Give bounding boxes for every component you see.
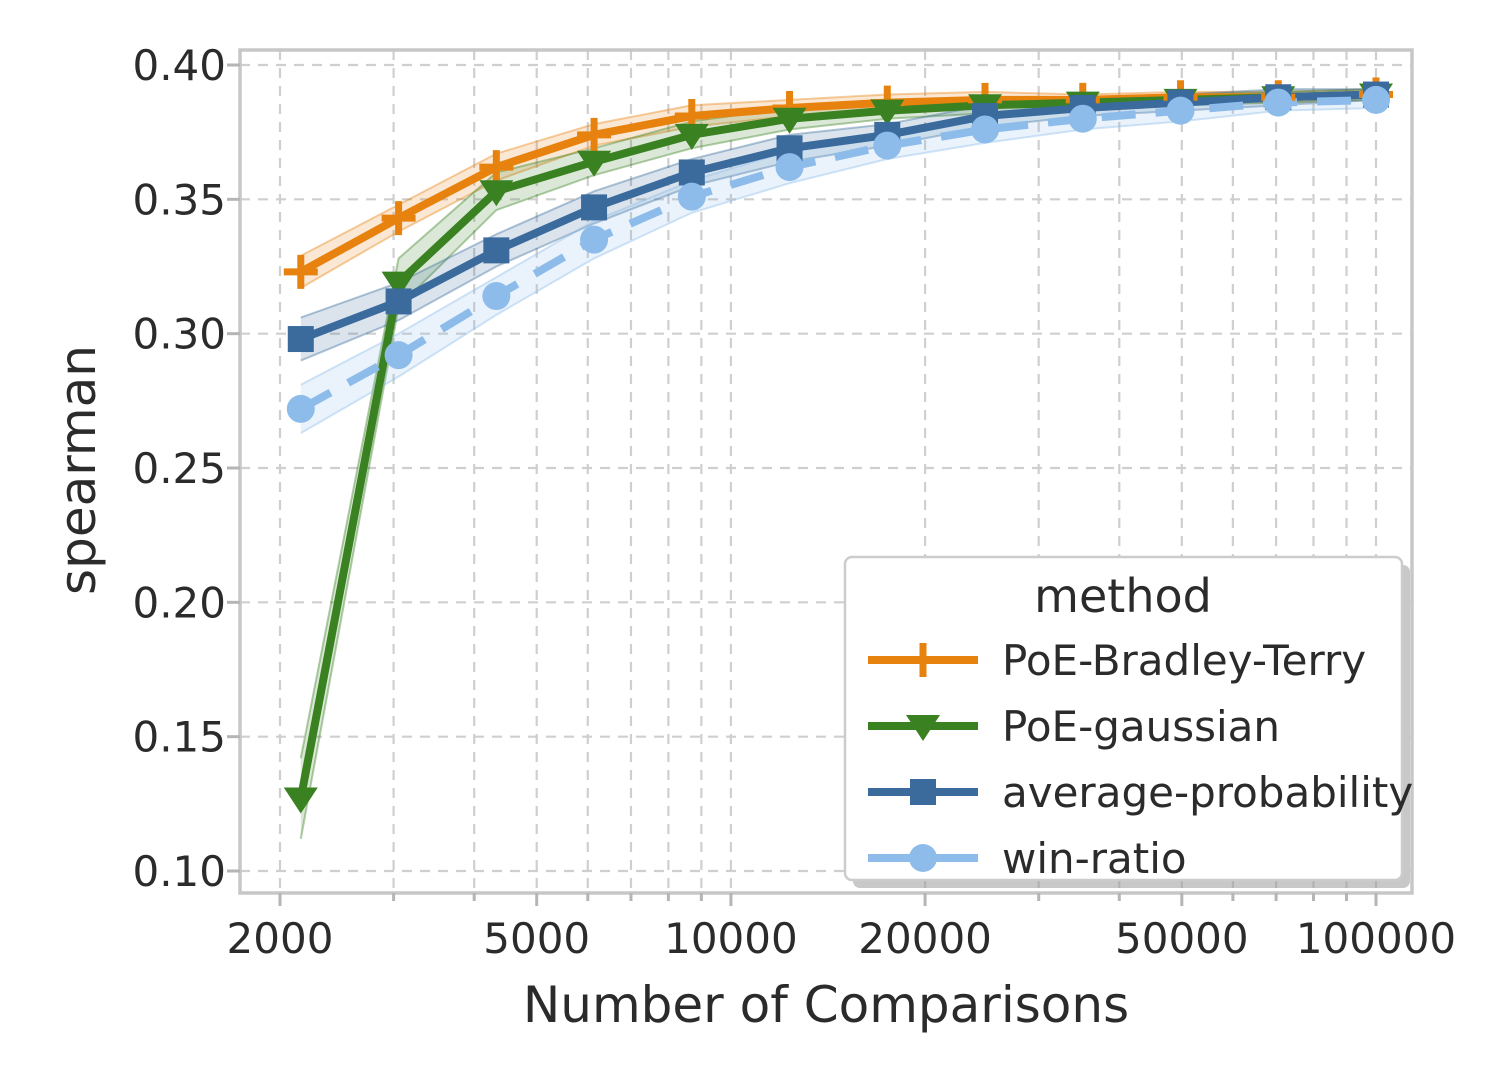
legend-marker-triangle-down-PoE-gaussian — [906, 715, 940, 741]
confidence-band-edge-lower-win-ratio — [300, 106, 1377, 434]
y-axis-label: spearman — [49, 345, 107, 595]
marker-circle-win-ratio-0 — [286, 394, 315, 423]
y-tick-label-0.30: 0.30 — [132, 310, 226, 359]
legend-rows: PoE-Bradley-Terry PoE-gaussian average-pro… — [868, 636, 1413, 883]
y-tick-label-0.25: 0.25 — [132, 444, 226, 493]
marker-triangle-down-PoE-gaussian-4 — [674, 123, 709, 150]
x-tick-label-20000: 20000 — [858, 914, 992, 963]
x-tick-label-50000: 50000 — [1115, 914, 1249, 963]
marker-square-average-probability-4 — [678, 159, 705, 186]
marker-circle-win-ratio-3 — [580, 225, 609, 254]
marker-triangle-down-PoE-gaussian-6 — [870, 99, 905, 126]
legend-label-win-ratio: win-ratio — [1002, 834, 1187, 883]
series-line-win-ratio — [298, 95, 1377, 413]
x-tick-label-10000: 10000 — [664, 914, 798, 963]
marker-circle-win-ratio-1 — [384, 341, 413, 370]
tick-layer — [227, 63, 1378, 906]
marker-circle-win-ratio-11 — [1362, 85, 1390, 114]
legend-row-PoE-gaussian: PoE-gaussian — [868, 702, 1280, 751]
marker-triangle-down-PoE-gaussian-1 — [381, 271, 416, 298]
legend-label-PoE-Bradley-Terry: PoE-Bradley-Terry — [1002, 636, 1366, 685]
y-tick-label-0.15: 0.15 — [132, 713, 226, 762]
legend-label-average-probability: average-probability — [1002, 768, 1413, 817]
marker-circle-win-ratio-5 — [775, 153, 804, 182]
legend-marker-square-average-probability — [910, 779, 936, 805]
x-tick-label-5000: 5000 — [483, 914, 590, 963]
y-tick-label-0.10: 0.10 — [132, 847, 226, 896]
series-line-average-probability — [299, 90, 1377, 343]
legend-row-PoE-Bradley-Terry: PoE-Bradley-Terry — [868, 636, 1366, 685]
marker-triangle-down-PoE-gaussian-3 — [577, 150, 612, 177]
series-marker-layer — [283, 77, 1393, 814]
y-tick-label-0.40: 0.40 — [132, 41, 226, 90]
marker-circle-win-ratio-4 — [677, 182, 706, 211]
marker-circle-win-ratio-8 — [1068, 104, 1097, 133]
legend-row-average-probability: average-probability — [868, 768, 1413, 817]
marker-triangle-down-PoE-gaussian-5 — [772, 107, 807, 134]
marker-square-average-probability-3 — [581, 194, 608, 221]
marker-circle-win-ratio-2 — [482, 282, 511, 311]
legend: method PoE-Bradley-Terry PoE-gaussian aver… — [843, 555, 1413, 888]
marker-circle-win-ratio-6 — [873, 131, 902, 160]
legend-marker-circle-win-ratio — [909, 844, 937, 872]
y-tick-label-0.20: 0.20 — [132, 578, 226, 627]
legend-row-win-ratio: win-ratio — [868, 834, 1187, 883]
confidence-band-edge-upper-PoE-Bradley-Terry — [300, 88, 1377, 257]
legend-label-PoE-gaussian: PoE-gaussian — [1002, 702, 1280, 751]
legend-box — [843, 555, 1404, 882]
marker-square-average-probability-0 — [287, 326, 314, 353]
legend-title: method — [1034, 569, 1212, 623]
marker-square-average-probability-2 — [483, 237, 510, 264]
marker-circle-win-ratio-10 — [1264, 88, 1293, 117]
tick-label-layer: 2000 5000 10000 20000 50000 100000 0.10 0.15 0.2… — [132, 41, 1456, 963]
marker-triangle-down-PoE-gaussian-0 — [283, 787, 318, 814]
marker-square-average-probability-1 — [385, 288, 412, 315]
x-tick-label-2000: 2000 — [227, 914, 334, 963]
marker-triangle-down-PoE-gaussian-2 — [479, 180, 514, 207]
x-axis-label: Number of Comparisons — [523, 976, 1129, 1034]
marker-circle-win-ratio-9 — [1166, 96, 1195, 125]
x-tick-label-100000: 100000 — [1296, 914, 1456, 963]
y-tick-label-0.35: 0.35 — [132, 175, 226, 224]
plot-border — [238, 48, 1414, 895]
marker-circle-win-ratio-7 — [971, 115, 1000, 144]
